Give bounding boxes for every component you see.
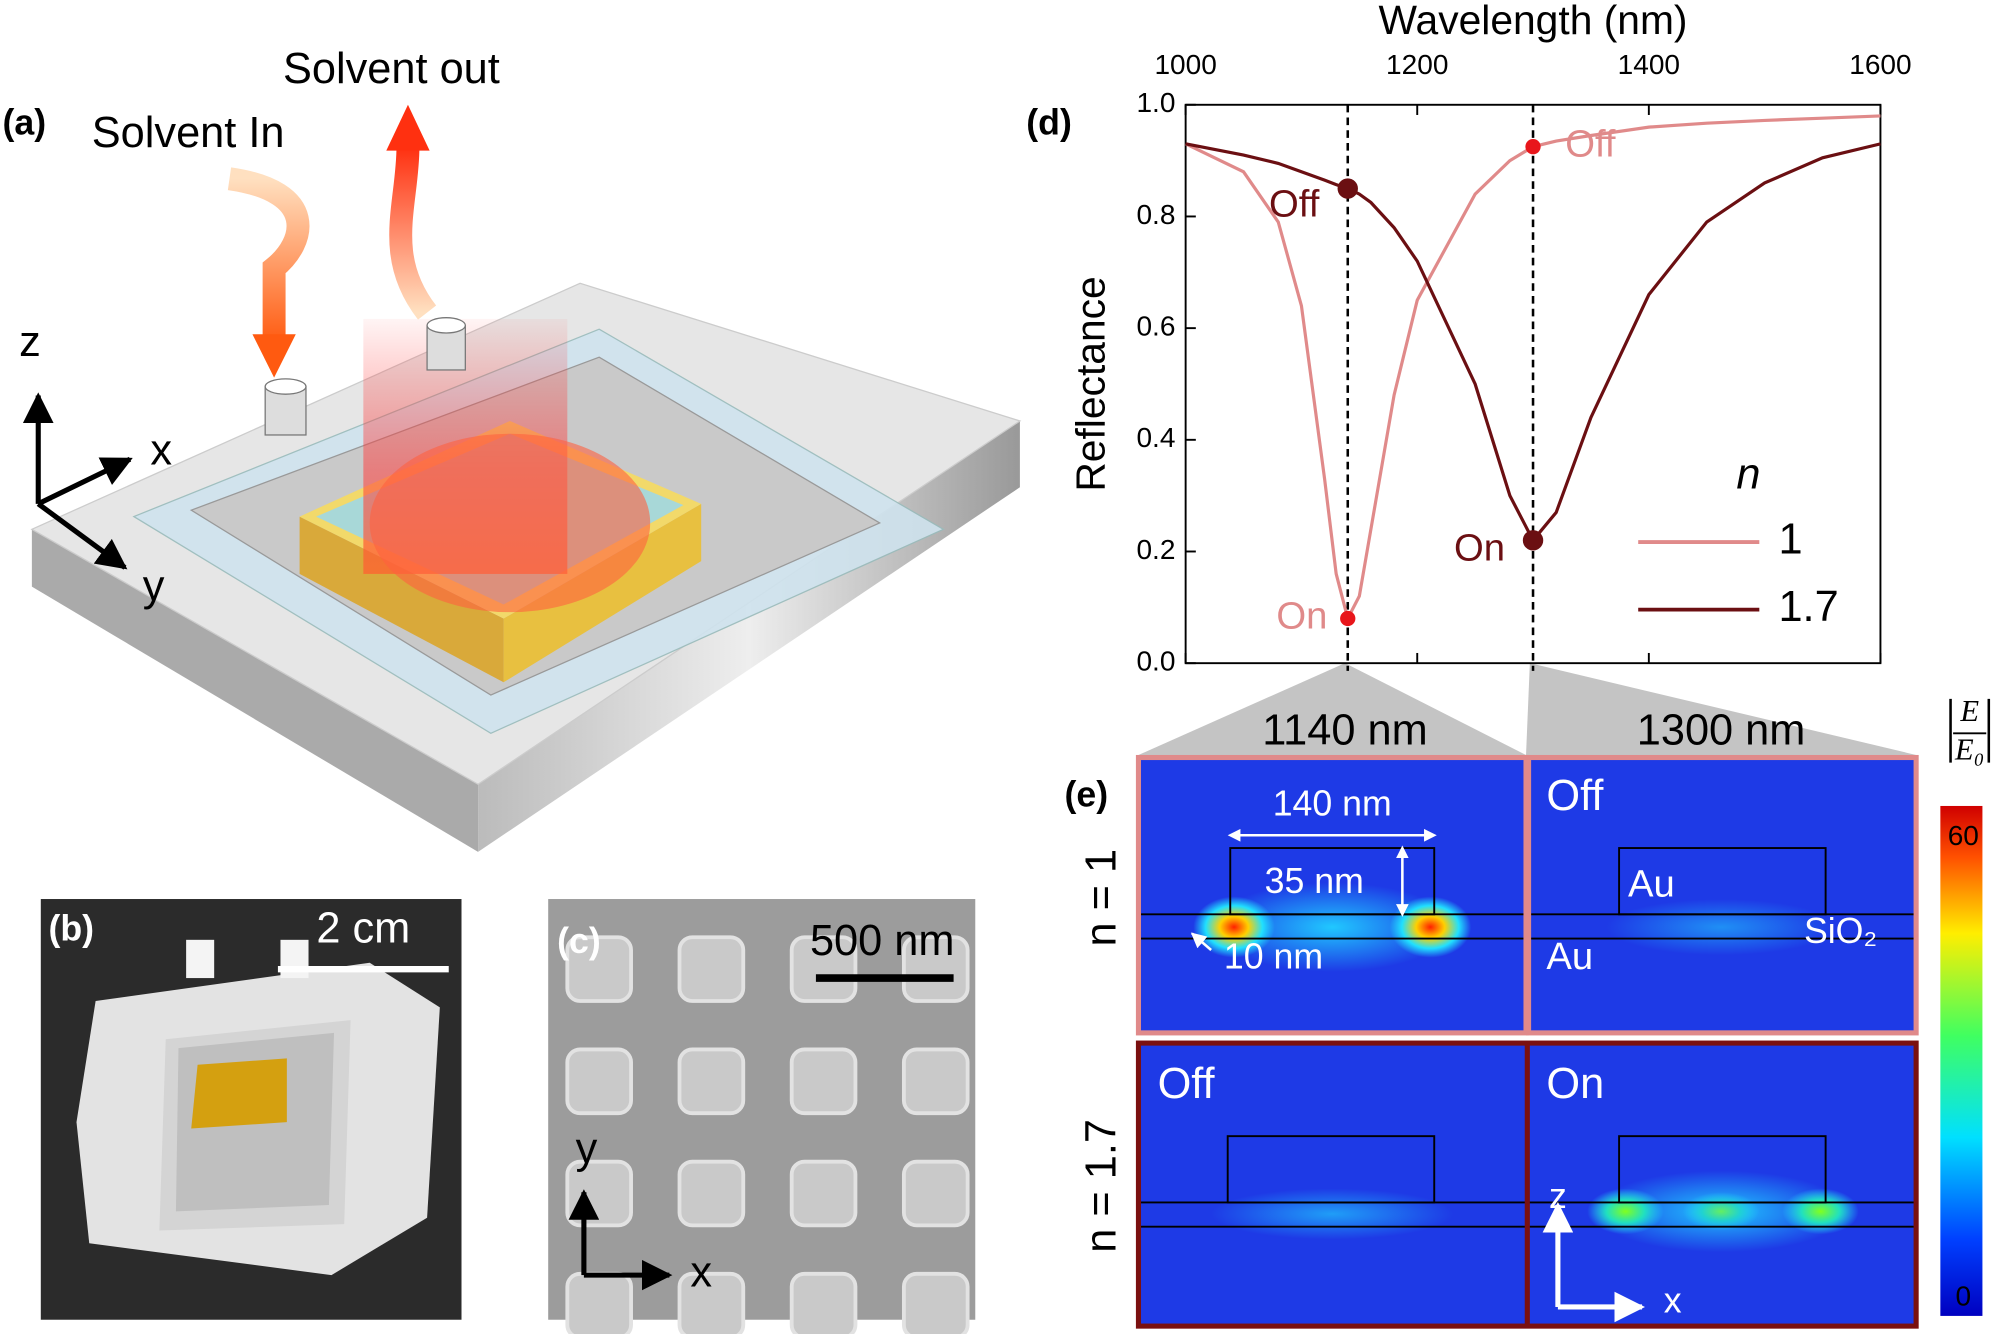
row-label: n = 1.7: [1077, 1119, 1125, 1253]
dimension-label: 10 nm: [1224, 936, 1323, 976]
legend-title: n: [1736, 450, 1760, 498]
panel-label: (a): [3, 103, 47, 143]
sem-square: [565, 1047, 633, 1116]
x-tick-label: 1000: [1154, 49, 1216, 80]
marker: [1525, 139, 1541, 155]
dimension-label: 140 nm: [1273, 783, 1392, 823]
material-label: Au: [1628, 862, 1675, 905]
sem-square: [901, 935, 970, 1003]
marker: [1340, 610, 1356, 627]
sem-square: [677, 1159, 746, 1228]
sem-square: [565, 1271, 633, 1334]
y-axis-title: Reflectance: [1068, 276, 1114, 491]
scale-label: 2 cm: [316, 904, 410, 952]
device-illustration: [22, 104, 1022, 852]
material-label: Au: [1546, 935, 1593, 978]
state-label: Off: [1546, 772, 1604, 820]
scale-label: 500 nm: [810, 917, 955, 965]
sem-square: [789, 935, 858, 1003]
state-label: On: [1546, 1060, 1604, 1108]
panel-label: (e): [1065, 774, 1109, 814]
sem-square: [677, 1047, 746, 1116]
wavelength-label: 1300 nm: [1637, 707, 1806, 755]
axis-label: y: [576, 1125, 598, 1173]
colorbar-label: E: [1959, 694, 1979, 728]
axis-label: x: [1664, 1281, 1682, 1321]
axis-label: x: [150, 426, 172, 474]
legend-label: 1.7: [1778, 583, 1838, 631]
series-line: [1184, 114, 1881, 623]
outlet-label: Solvent out: [283, 45, 500, 93]
y-tick-label: 0.2: [1136, 534, 1175, 565]
y-tick-label: 0.6: [1136, 311, 1175, 342]
axis-label: y: [143, 563, 165, 611]
panel-label: (b): [48, 908, 94, 948]
field-maps: [1135, 663, 1991, 1329]
sem-square: [789, 1159, 858, 1228]
axis-label: z: [19, 318, 41, 366]
sem-square: [901, 1159, 970, 1228]
sem-square: [901, 1047, 970, 1116]
sem-square: [677, 1271, 746, 1334]
x-tick-label: 1400: [1618, 49, 1680, 80]
inlet-label: Solvent In: [92, 109, 285, 157]
axis-label: x: [690, 1249, 712, 1297]
x-tick-label: 1600: [1849, 49, 1911, 80]
colorbar-label: E₀: [1954, 732, 1984, 766]
y-tick-label: 0.8: [1136, 199, 1175, 230]
x-axis-title: Wavelength (nm): [1379, 0, 1688, 43]
marker: [1337, 178, 1358, 199]
panel-label: (c): [557, 921, 601, 961]
sem-square: [677, 935, 746, 1003]
material-label: SiO₂: [1804, 911, 1877, 951]
annotation: Off: [1269, 182, 1320, 225]
y-tick-label: 0.4: [1136, 422, 1175, 453]
wavelength-label: 1140 nm: [1262, 707, 1427, 755]
annotation: Off: [1565, 123, 1616, 166]
row-label: n = 1: [1077, 849, 1125, 947]
panel-label: (d): [1026, 103, 1072, 143]
colorbar-tick: 60: [1948, 820, 1979, 851]
state-label: Off: [1158, 1060, 1216, 1108]
dimension-label: 35 nm: [1265, 861, 1364, 901]
sem-square: [901, 1271, 970, 1334]
annotation: On: [1454, 527, 1505, 570]
y-tick-label: 0.0: [1136, 646, 1175, 677]
state-label: On: [265, 772, 323, 820]
y-tick-label: 1.0: [1136, 87, 1175, 118]
sem-square: [565, 935, 633, 1003]
colorbar-tick: 0: [1956, 1280, 1972, 1311]
axis-label: z: [1549, 1176, 1567, 1216]
sem-square: [789, 1271, 858, 1334]
photo: [40, 899, 462, 1320]
legend-label: 1: [1778, 516, 1802, 564]
sem-square: [789, 1047, 858, 1116]
series-line: [1185, 142, 1881, 544]
annotation: On: [1276, 595, 1327, 638]
x-tick-label: 1200: [1386, 49, 1448, 80]
sem-image: [548, 899, 976, 1334]
marker: [1522, 530, 1544, 551]
